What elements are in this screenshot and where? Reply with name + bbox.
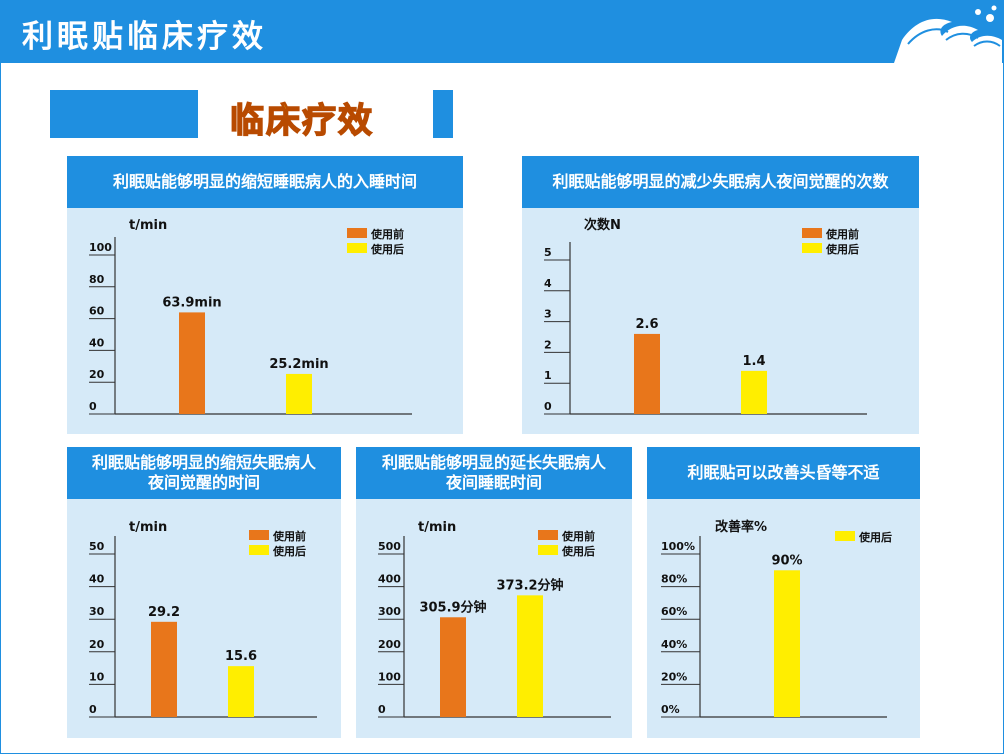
y-tick-label: 0 <box>544 400 552 413</box>
y-tick-label: 40% <box>661 638 687 651</box>
y-axis-label: t/min <box>129 218 167 233</box>
y-tick-label: 0 <box>89 703 97 716</box>
y-tick-label: 20 <box>89 638 105 651</box>
y-tick-label: 80 <box>89 273 105 286</box>
banner-left-block <box>50 90 198 138</box>
legend-swatch <box>835 531 855 541</box>
legend-swatch <box>538 530 558 540</box>
chart-title: 利眠贴能够明显的减少失眠病人夜间觉醒的次数 <box>522 156 919 208</box>
data-label: 15.6 <box>225 649 257 664</box>
y-tick-label: 30 <box>89 605 105 618</box>
y-tick-label: 4 <box>544 277 552 290</box>
bar-after <box>286 373 312 414</box>
chart-5: 改善率% 0% 20% 40% 60% 80% 100% 90% 使用后 <box>661 519 892 718</box>
chart-4: t/min 0 100 200 300 400 500 305.9分钟 373.2分钟 使用前使用… <box>378 520 611 718</box>
legend-label: 使用后 <box>272 544 306 558</box>
legend-swatch <box>249 545 269 555</box>
legend-swatch <box>802 228 822 238</box>
chart-panel-5: 利眠贴可以改善头昏等不适 改善率% 0% 20% 40% 60% 80% 100% 90% 使用… <box>647 447 920 738</box>
y-axis-label: 次数N <box>584 217 621 233</box>
wave-logo-icon <box>894 5 1002 63</box>
legend-label: 使用后 <box>561 544 595 558</box>
bar-before <box>179 312 205 414</box>
legend-label: 使用前 <box>272 529 306 543</box>
bar-before <box>151 621 177 717</box>
chart-panel-4: 利眠贴能够明显的延长失眠病人夜间睡眠时间 t/min 0 100 200 300 400 5… <box>356 447 632 738</box>
section-banner: 临床疗效 <box>229 100 374 142</box>
data-label: 1.4 <box>742 354 765 369</box>
legend-label: 使用后 <box>825 242 859 256</box>
y-tick-label: 40 <box>89 573 105 586</box>
bar-before <box>634 333 660 414</box>
banner-right-block <box>433 90 453 138</box>
bar-after <box>228 666 254 717</box>
chart-panel-3: 利眠贴能够明显的缩短失眠病人夜间觉醒的时间 t/min 0 10 20 30 40 50 29… <box>67 447 341 738</box>
data-label: 373.2分钟 <box>496 577 563 593</box>
bar-after <box>774 570 800 717</box>
legend-swatch <box>249 530 269 540</box>
y-tick-label: 500 <box>378 540 401 553</box>
bar-after <box>517 595 543 717</box>
data-label: 63.9min <box>162 295 221 310</box>
header-bar: 利眠贴临床疗效 <box>0 0 1004 63</box>
y-tick-label: 100 <box>89 241 112 254</box>
chart-title: 利眠贴可以改善头昏等不适 <box>647 447 920 499</box>
chart-panel-1: 利眠贴能够明显的缩短睡眠病人的入睡时间 t/min 0 20 40 60 80 100 63.… <box>67 156 463 434</box>
y-tick-label: 300 <box>378 605 401 618</box>
y-tick-label: 2 <box>544 338 552 351</box>
y-tick-label: 50 <box>89 540 105 553</box>
y-tick-label: 20% <box>661 670 687 683</box>
bar-before <box>440 617 466 717</box>
data-label: 90% <box>771 553 802 568</box>
y-tick-label: 100 <box>378 670 401 683</box>
legend-swatch <box>538 545 558 555</box>
data-label: 29.2 <box>148 605 180 620</box>
y-tick-label: 1 <box>544 369 552 382</box>
chart-title: 利眠贴能够明显的延长失眠病人夜间睡眠时间 <box>356 447 632 499</box>
legend-swatch <box>347 228 367 238</box>
y-tick-label: 3 <box>544 308 552 321</box>
y-tick-label: 200 <box>378 638 401 651</box>
y-axis-label: 改善率% <box>715 519 767 535</box>
y-tick-label: 100% <box>661 540 695 553</box>
data-label: 25.2min <box>269 357 328 372</box>
y-tick-label: 60 <box>89 305 105 318</box>
y-tick-label: 5 <box>544 246 552 259</box>
data-label: 2.6 <box>635 317 658 332</box>
legend-label: 使用后 <box>370 242 404 256</box>
legend-label: 使用前 <box>825 227 859 241</box>
legend-swatch <box>347 243 367 253</box>
y-tick-label: 0 <box>89 400 97 413</box>
y-tick-label: 0% <box>661 703 680 716</box>
chart-title: 利眠贴能够明显的缩短睡眠病人的入睡时间 <box>67 156 463 208</box>
y-axis-label: t/min <box>418 520 456 535</box>
y-axis-label: t/min <box>129 520 167 535</box>
legend-swatch <box>802 243 822 253</box>
y-tick-label: 60% <box>661 605 687 618</box>
chart-title: 利眠贴能够明显的缩短失眠病人夜间觉醒的时间 <box>67 447 341 499</box>
legend-label: 使用前 <box>370 227 404 241</box>
y-tick-label: 40 <box>89 336 105 349</box>
legend-label: 使用后 <box>858 530 892 544</box>
y-tick-label: 80% <box>661 573 687 586</box>
data-label: 305.9分钟 <box>419 599 486 615</box>
y-tick-label: 20 <box>89 368 105 381</box>
y-tick-label: 400 <box>378 573 401 586</box>
y-tick-label: 10 <box>89 670 105 683</box>
y-tick-label: 0 <box>378 703 386 716</box>
bar-after <box>741 370 767 414</box>
chart-panel-2: 利眠贴能够明显的减少失眠病人夜间觉醒的次数 次数N 0 1 2 3 4 5 2.6 1.4 使用前… <box>522 156 919 434</box>
legend-label: 使用前 <box>561 529 595 543</box>
page-title: 利眠贴临床疗效 <box>22 19 267 55</box>
